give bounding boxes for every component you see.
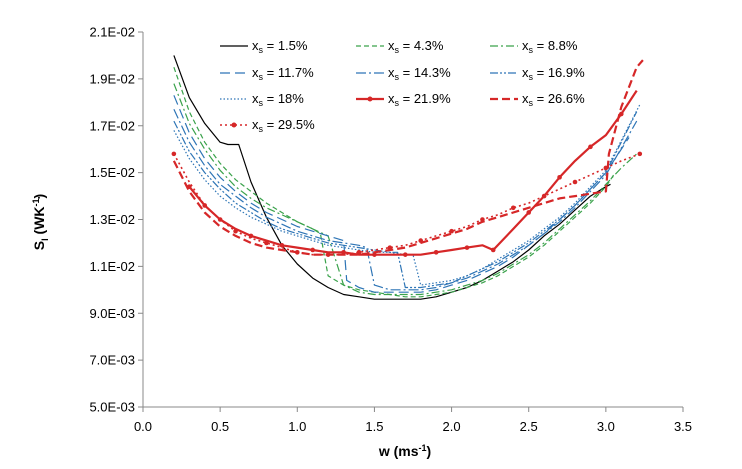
- series-9: [172, 59, 644, 256]
- data-point: [588, 144, 593, 150]
- data-point: [202, 203, 208, 208]
- y-tick-label: 2.1E-02: [89, 25, 135, 40]
- legend-entry: xs = 1.5%: [220, 38, 308, 55]
- y-tick-label: 1.5E-02: [89, 165, 135, 180]
- legend-label: xs = 1.5%: [252, 38, 308, 55]
- series-5: [173, 109, 638, 291]
- data-point: [526, 210, 532, 215]
- legend-label: xs = 16.9%: [522, 65, 585, 82]
- legend-entry: xs = 8.8%: [490, 38, 578, 55]
- data-point: [171, 151, 177, 157]
- data-point: [557, 175, 562, 180]
- data-point: [418, 238, 424, 243]
- data-point: [433, 250, 439, 255]
- y-axis-title: SI (WK-1): [31, 194, 50, 250]
- series-8: [186, 89, 638, 257]
- data-point: [490, 247, 496, 253]
- data-point: [387, 245, 393, 250]
- data-point: [637, 151, 643, 157]
- series-line: [173, 111, 638, 289]
- data-point: [464, 245, 470, 250]
- series-line: [172, 59, 644, 256]
- legend-label: xs = 4.3%: [388, 38, 444, 55]
- data-point: [310, 247, 316, 253]
- legend-entry: xs = 11.7%: [220, 65, 314, 82]
- legend-label: xs = 29.5%: [252, 117, 315, 134]
- legend-label: xs = 8.8%: [522, 38, 578, 55]
- data-point: [603, 165, 609, 171]
- x-tick-label: 1.0: [288, 419, 306, 434]
- data-point: [541, 193, 547, 199]
- data-point: [510, 205, 516, 211]
- y-tick-label: 7.0E-03: [89, 353, 135, 368]
- legend-entry: xs = 26.6%: [490, 91, 585, 108]
- y-tick-label: 1.3E-02: [89, 212, 135, 227]
- legend-entry: xs = 16.9%: [490, 65, 585, 82]
- legend-label: xs = 14.3%: [388, 65, 451, 82]
- x-tick-label: 2.0: [443, 419, 461, 434]
- series-line: [173, 109, 638, 291]
- x-tick-label: 3.0: [597, 419, 615, 434]
- data-point: [279, 242, 285, 248]
- legend-entry: xs = 4.3%: [356, 38, 444, 55]
- legend-label: xs = 21.9%: [388, 91, 451, 108]
- series-line: [173, 95, 630, 293]
- data-point: [233, 228, 238, 234]
- x-tick-label: 3.5: [674, 419, 692, 434]
- data-point: [402, 252, 408, 257]
- x-tick-label: 2.5: [520, 419, 538, 434]
- legend-marker: [231, 122, 237, 128]
- series-line: [173, 83, 638, 296]
- data-point: [449, 228, 454, 234]
- series-line: [173, 104, 641, 286]
- data-point: [480, 217, 485, 222]
- x-tick-label: 0.0: [134, 419, 152, 434]
- y-axis-title-symbol: S: [31, 241, 47, 250]
- data-point: [572, 179, 578, 185]
- y-tick-label: 1.1E-02: [89, 259, 135, 274]
- series-4: [173, 95, 630, 293]
- y-tick-label: 5.0E-03: [89, 400, 135, 415]
- series-1: [173, 55, 611, 300]
- data-point: [341, 250, 346, 255]
- legend-entry: xs = 29.5%: [220, 117, 315, 134]
- series-line: [173, 55, 611, 300]
- legend-label: xs = 11.7%: [252, 65, 314, 82]
- data-point: [294, 250, 300, 255]
- data-point: [356, 250, 362, 255]
- series-line: [188, 89, 638, 256]
- y-tick-label: 9.0E-03: [89, 306, 135, 321]
- x-tick-label: 0.5: [211, 419, 229, 434]
- series-7: [173, 104, 641, 286]
- y-tick-label: 1.7E-02: [89, 118, 135, 133]
- legend: xs = 1.5% xs = 4.3% xs = 8.8% xs = 11.7% xs …: [220, 38, 585, 134]
- x-tick-label: 1.5: [365, 419, 383, 434]
- legend-entry: xs = 21.9%: [356, 91, 451, 108]
- y-tick-label: 1.9E-02: [89, 71, 135, 86]
- axes: 5.0E-03 7.0E-03 9.0E-03 1.1E-02 1.3E-02 1.5E-…: [89, 25, 692, 435]
- legend-label: xs = 18%: [252, 91, 304, 108]
- legend-entry: xs = 14.3%: [356, 65, 451, 82]
- series-3: [173, 83, 638, 296]
- legend-marker: [367, 96, 373, 102]
- series-10: [171, 151, 643, 257]
- y-axis-title-dot-accent: ˙: [37, 194, 42, 210]
- data-point: [264, 240, 269, 246]
- data-point: [372, 252, 377, 257]
- plot-series: [171, 55, 644, 300]
- legend-entry: xs = 18%: [220, 91, 304, 108]
- legend-label: xs = 26.6%: [522, 91, 585, 108]
- series-6: [173, 111, 638, 289]
- x-axis-title: w (ms-1): [378, 443, 431, 459]
- data-point: [325, 252, 331, 257]
